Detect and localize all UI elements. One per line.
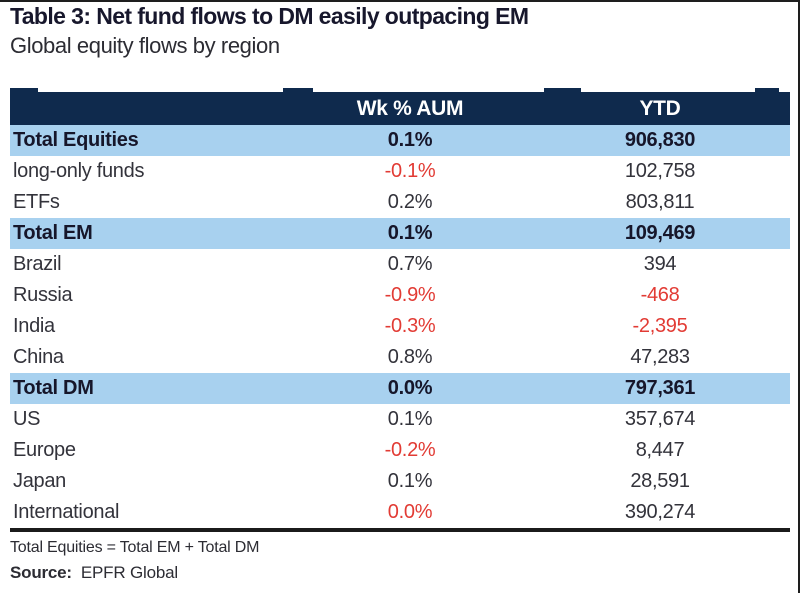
wk-pct-aum-value: 0.0% <box>387 377 433 399</box>
row-label: long-only funds <box>13 160 145 182</box>
ytd-value: -468 <box>640 284 680 306</box>
header-notch <box>544 88 581 93</box>
row-label: Total Equities <box>13 129 139 151</box>
wk-pct-aum-value: -0.2% <box>384 439 436 461</box>
table-row: India -0.3% -2,395 <box>10 311 790 342</box>
source-label: Source: <box>10 563 72 582</box>
table-body: Total Equities 0.1% 906,830 long-only funds… <box>10 125 790 528</box>
wk-pct-aum-value: -0.3% <box>384 315 436 337</box>
wk-pct-aum-value: 0.0% <box>387 501 433 523</box>
wk-pct-aum-value: 0.1% <box>387 222 433 244</box>
row-label: ETFs <box>13 191 60 213</box>
row-label: India <box>13 315 55 337</box>
header-notch <box>10 88 38 93</box>
table-row: ETFs 0.2% 803,811 <box>10 187 790 218</box>
table-row: China 0.8% 47,283 <box>10 342 790 373</box>
wk-pct-aum-value: 0.2% <box>387 191 433 213</box>
table-header-row: Wk % AUM YTD <box>10 92 790 125</box>
wk-pct-aum-value: -0.9% <box>384 284 436 306</box>
ytd-value: 8,447 <box>635 439 685 461</box>
ytd-value: 102,758 <box>624 160 696 182</box>
ytd-value: 797,361 <box>624 377 696 399</box>
data-table: Wk % AUM YTD Total Equities 0.1% 906,830 lo… <box>10 88 790 532</box>
figure-title: Table 3: Net fund flows to DM easily out… <box>10 3 529 29</box>
row-label: Europe <box>13 439 76 461</box>
row-label: Total EM <box>13 222 93 244</box>
table-row: US 0.1% 357,674 <box>10 404 790 435</box>
ytd-value: 357,674 <box>624 408 696 430</box>
wk-pct-aum-value: 0.7% <box>387 253 433 275</box>
wk-pct-aum-value: 0.8% <box>387 346 433 368</box>
ytd-value: -2,395 <box>632 315 688 337</box>
ytd-value: 47,283 <box>630 346 690 368</box>
ytd-value: 803,811 <box>625 191 695 213</box>
ytd-value: 394 <box>643 253 677 275</box>
wk-pct-aum-value: 0.1% <box>387 129 433 151</box>
table-row: Japan 0.1% 28,591 <box>10 466 790 497</box>
row-label: US <box>13 408 41 430</box>
figure-subtitle: Global equity flows by region <box>10 33 280 58</box>
row-label: China <box>13 346 64 368</box>
column-header-wk-pct-aum: Wk % AUM <box>356 96 464 120</box>
source-value: EPFR Global <box>80 563 178 582</box>
column-header-ytd: YTD <box>639 96 681 120</box>
wk-pct-aum-value: -0.1% <box>384 160 436 182</box>
row-label: Russia <box>13 284 73 306</box>
header-notch <box>755 88 779 93</box>
ytd-value: 390,274 <box>624 501 696 523</box>
table-row: Total DM 0.0% 797,361 <box>10 373 790 404</box>
ytd-value: 109,469 <box>624 222 696 244</box>
ytd-value: 28,591 <box>630 470 690 492</box>
table-row: Total Equities 0.1% 906,830 <box>10 125 790 156</box>
row-label: Japan <box>13 470 66 492</box>
row-label: Total DM <box>13 377 94 399</box>
footnote: Total Equities = Total EM + Total DM <box>10 539 260 556</box>
table-row: Europe -0.2% 8,447 <box>10 435 790 466</box>
table-row: International 0.0% 390,274 <box>10 497 790 528</box>
wk-pct-aum-value: 0.1% <box>387 470 433 492</box>
table-row: Total EM 0.1% 109,469 <box>10 218 790 249</box>
ytd-value: 906,830 <box>624 129 696 151</box>
table-row: Brazil 0.7% 394 <box>10 249 790 280</box>
table-bottom-border <box>10 528 790 532</box>
row-label: Brazil <box>13 253 62 275</box>
table-row: Russia -0.9% -468 <box>10 280 790 311</box>
table-row: long-only funds -0.1% 102,758 <box>10 156 790 187</box>
row-label: International <box>13 501 120 523</box>
wk-pct-aum-value: 0.1% <box>387 408 433 430</box>
header-notch <box>283 88 313 93</box>
source-line: Source: EPFR Global <box>10 563 178 583</box>
